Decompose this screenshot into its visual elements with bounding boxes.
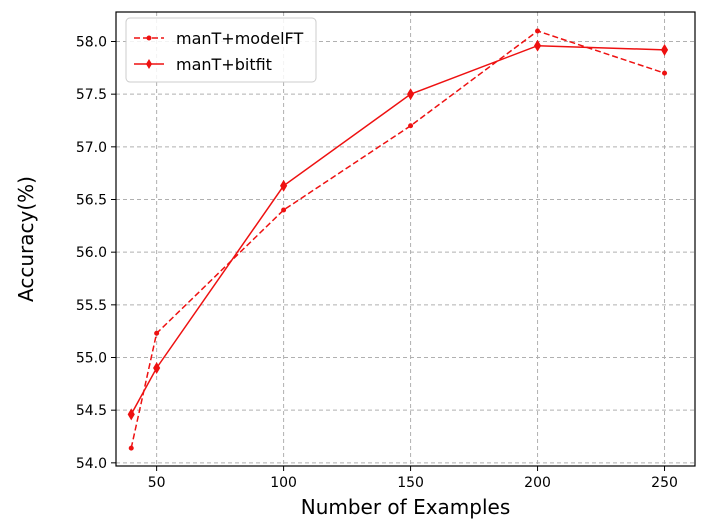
legend-label: manT+bitfit	[176, 55, 272, 74]
data-point-dot	[128, 445, 134, 451]
y-tick-label: 56.5	[76, 192, 107, 208]
legend-box	[125, 17, 317, 83]
data-point-dot	[281, 207, 287, 213]
y-tick-label: 57.0	[76, 140, 107, 156]
series-line-0	[130, 30, 665, 449]
y-tick-label: 55.0	[76, 351, 107, 367]
data-point-diamond	[406, 88, 415, 101]
y-tick-label: 56.0	[76, 245, 107, 261]
x-tick-label: 50	[148, 475, 166, 491]
legend-marker	[146, 35, 152, 41]
data-point-diamond	[127, 408, 135, 421]
data-point-dot	[662, 70, 668, 76]
y-tick-label: 54.5	[76, 403, 107, 419]
axis-ticks: 50 100 150 200 250 54.0 54.5 55.0 55.5 56.0 56.5 57…	[76, 34, 678, 491]
x-tick-label: 250	[651, 475, 678, 491]
x-tick-label: 100	[270, 475, 297, 491]
data-point-diamond	[660, 43, 669, 56]
x-axis-label: Number of Examples	[301, 495, 511, 519]
data-point-diamond	[153, 362, 161, 375]
data-point-dot	[408, 123, 414, 129]
y-tick-label: 54.0	[76, 456, 107, 472]
data-point-diamond	[533, 39, 542, 52]
data-point-diamond	[280, 179, 288, 192]
legend-label: manT+modelFT	[176, 29, 303, 48]
grid	[116, 12, 695, 466]
legend-marker	[146, 59, 152, 69]
y-axis-label: Accuracy(%)	[14, 176, 38, 302]
y-tick-label: 58.0	[76, 34, 107, 50]
legend: manT+modelFT manT+bitfit	[125, 17, 317, 83]
series-layer	[127, 28, 669, 451]
series-line-1	[130, 44, 665, 415]
data-point-dot	[535, 28, 541, 34]
x-tick-label: 200	[524, 475, 551, 491]
y-tick-label: 57.5	[76, 87, 107, 103]
x-tick-label: 150	[397, 475, 424, 491]
y-tick-label: 55.5	[76, 298, 107, 314]
plot-frame	[115, 11, 696, 467]
data-point-dot	[154, 330, 160, 336]
